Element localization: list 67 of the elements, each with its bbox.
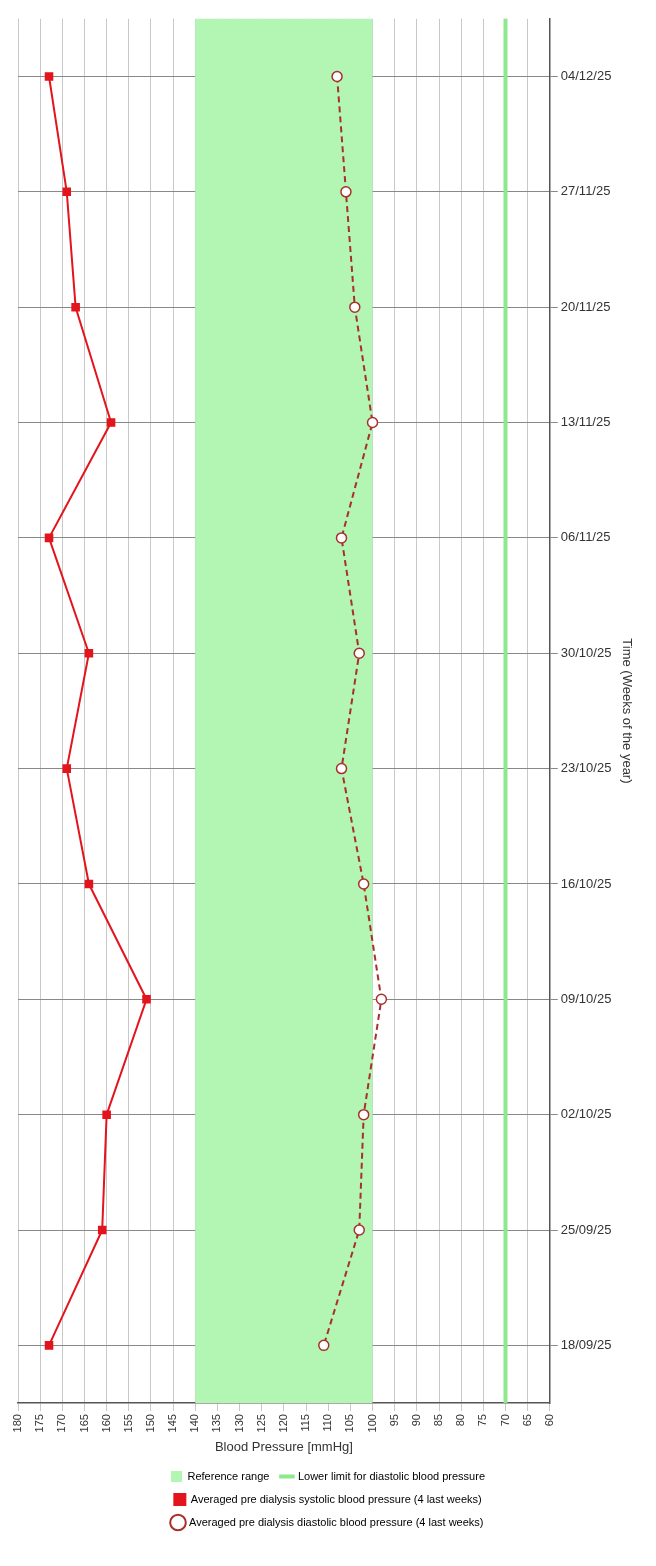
x-axis-title: Blood Pressure [mmHg] [214, 1438, 353, 1454]
point [62, 764, 72, 773]
point [375, 993, 388, 1006]
legend-label: Averaged pre dialysis diastolic blood pressure (4 last weeks) [189, 1515, 484, 1528]
y-tick-label: 06/11/25 [560, 529, 611, 545]
x-tick-label: 115 [299, 1414, 312, 1432]
point [357, 878, 370, 890]
point [357, 1108, 370, 1121]
point [62, 187, 72, 197]
x-tick-label: 165 [77, 1414, 90, 1433]
y-tick-label: 16/10/25 [560, 875, 612, 891]
x-tick-label: 80 [454, 1414, 467, 1427]
point [331, 70, 343, 83]
x-tick-label: 180 [11, 1414, 24, 1433]
point [44, 1341, 54, 1350]
y-tick-label: 18/09/25 [560, 1336, 612, 1352]
y-tick-label: 27/11/25 [560, 183, 611, 199]
x-tick-label: 70 [498, 1414, 511, 1427]
x-tick-label: 65 [520, 1414, 533, 1427]
x-tick-label: 150 [143, 1414, 156, 1433]
legend-label: Averaged pre dialysis systolic blood pressure (4 last weeks) [190, 1492, 482, 1505]
point [349, 301, 361, 313]
y-tick-label: 04/12/25 [560, 68, 612, 84]
x-tick-label: 75 [476, 1414, 489, 1427]
x-tick-label: 60 [542, 1414, 555, 1427]
x-tick-label: 160 [99, 1414, 112, 1433]
point [335, 762, 348, 775]
y-tick-label: 25/09/25 [560, 1221, 612, 1237]
point [71, 302, 80, 312]
y-tick-label: 13/11/25 [560, 414, 611, 430]
legend-label: Lower limit for diastolic blood pressure [297, 1469, 486, 1482]
point [44, 533, 54, 543]
x-tick-label: 95 [387, 1414, 400, 1427]
x-tick-label: 125 [254, 1414, 267, 1433]
point [142, 995, 151, 1004]
point [335, 532, 348, 544]
point [102, 1110, 111, 1119]
legend-label: Reference range [187, 1469, 270, 1482]
x-tick-label: 140 [188, 1414, 201, 1433]
x-tick-label: 135 [210, 1414, 223, 1433]
point [353, 647, 365, 659]
y-tick-label: 23/10/25 [560, 760, 612, 776]
y-axis-title: Time (Weeks of the year) [619, 638, 635, 784]
point [106, 418, 116, 427]
y-tick-label: 09/10/25 [560, 990, 612, 1006]
point [318, 1339, 330, 1352]
point [97, 1225, 107, 1235]
point [84, 648, 94, 658]
x-tick-label: 100 [365, 1414, 378, 1433]
x-tick-label: 175 [33, 1414, 46, 1433]
point [340, 186, 352, 198]
x-tick-label: 170 [55, 1414, 68, 1433]
x-tick-label: 90 [409, 1414, 422, 1427]
x-tick-label: 130 [232, 1414, 245, 1433]
x-tick-label: 110 [321, 1414, 334, 1432]
y-tick-label: 30/10/25 [560, 644, 612, 660]
point [366, 416, 379, 429]
point [84, 879, 94, 889]
x-tick-label: 85 [432, 1414, 445, 1427]
y-tick-label: 02/10/25 [560, 1106, 612, 1122]
point [353, 1224, 365, 1236]
x-tick-label: 155 [121, 1414, 134, 1433]
point [44, 72, 54, 81]
y-tick-label: 20/11/25 [560, 298, 611, 314]
x-tick-label: 145 [166, 1414, 179, 1433]
x-tick-label: 105 [343, 1414, 356, 1433]
x-tick-label: 120 [276, 1414, 289, 1433]
